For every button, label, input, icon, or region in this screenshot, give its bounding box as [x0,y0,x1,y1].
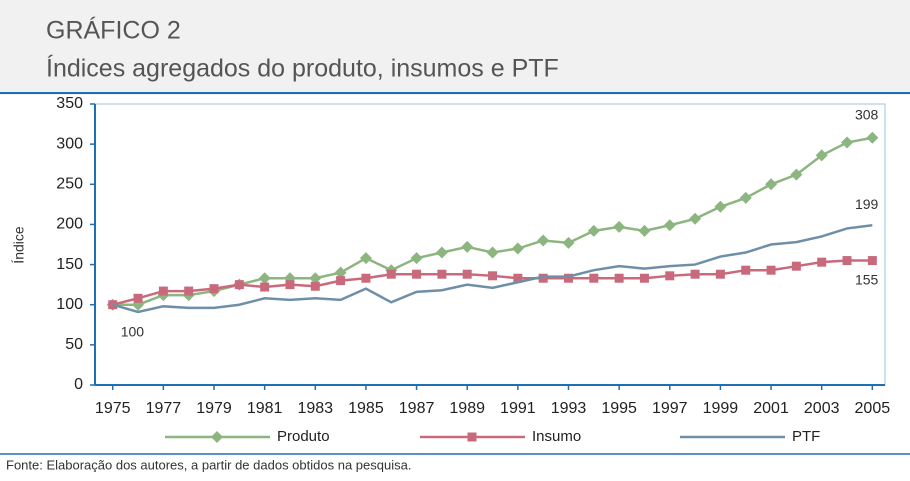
point-marker [538,273,548,283]
point-marker [386,269,396,279]
x-tick-label: 1999 [703,400,739,417]
point-marker [714,200,727,213]
point-marker [435,246,448,259]
point-marker [765,178,778,191]
x-tick-label: 1995 [601,400,637,417]
series-line [112,223,873,314]
point-marker [790,168,803,181]
point-marker [258,272,271,285]
y-tick-label: 150 [56,256,83,273]
y-tick-label: 200 [56,216,83,233]
point-marker [437,269,447,279]
y-tick-label: 0 [74,376,83,393]
x-tick-label: 1993 [551,400,587,417]
point-marker [184,286,194,296]
point-marker [587,224,600,237]
series-line [112,259,873,306]
point-marker [689,212,702,225]
x-tick-label: 2005 [855,400,891,417]
legend-label: Produto [277,428,330,445]
data-label: 100 [121,323,145,339]
point-marker [841,136,854,149]
x-tick-label: 1975 [95,400,131,417]
x-tick-label: 1985 [348,400,384,417]
y-tick-label: 300 [56,135,83,152]
y-axis-label: Índice [11,226,27,264]
point-marker [739,191,752,204]
point-marker [133,293,143,303]
y-tick-label: 100 [56,296,83,313]
point-marker [589,273,599,283]
point-marker [310,281,320,291]
plot-area [94,103,886,386]
legend-label: PTF [792,428,820,445]
y-tick-label: 250 [56,176,83,193]
point-marker [665,271,675,281]
point-marker [638,224,651,237]
point-marker [511,242,524,255]
y-tick-label: 350 [56,95,83,112]
x-tick-label: 1987 [399,400,435,417]
point-marker [209,284,219,294]
point-marker [461,240,474,253]
point-marker [741,265,751,275]
point-marker [562,236,575,249]
point-marker [234,280,244,290]
point-marker [537,234,550,247]
point-marker [486,246,499,259]
point-marker [791,261,801,271]
x-tick-label: 1979 [196,400,232,417]
x-tick-label: 1997 [652,400,688,417]
point-marker [211,431,223,443]
point-marker [663,219,676,232]
x-tick-label: 1983 [297,400,333,417]
point-marker [410,252,423,265]
point-marker [766,265,776,275]
point-marker [817,257,827,267]
data-label: 308 [855,106,879,122]
point-marker [359,252,372,265]
point-marker [309,272,322,285]
point-marker [158,286,168,296]
point-marker [613,220,626,233]
x-tick-label: 1981 [247,400,283,417]
x-tick-label: 2001 [753,400,789,417]
point-marker [334,266,347,279]
point-marker [715,269,725,279]
point-marker [513,273,523,283]
chart-title: GRÁFICO 2 [46,16,181,45]
point-marker [260,282,270,292]
point-marker [488,271,498,281]
point-marker [361,273,371,283]
x-tick-label: 1991 [500,400,536,417]
source: Fonte: Elaboração dos autores, a partir … [6,457,411,472]
chart-subtitle: Índices agregados do produto, insumos e … [46,54,559,83]
point-marker [690,269,700,279]
data-label: 155 [855,271,879,287]
point-marker [285,280,295,290]
point-marker [815,149,828,162]
point-marker [563,273,573,283]
point-marker [867,256,877,266]
x-tick-label: 1989 [449,400,485,417]
point-marker [336,276,346,286]
y-tick-label: 50 [65,336,83,353]
point-marker [639,273,649,283]
point-marker [842,256,852,266]
point-marker [866,131,879,144]
data-label: 199 [855,196,879,212]
point-marker [412,269,422,279]
x-tick-label: 1977 [146,400,182,417]
point-marker [467,432,477,442]
legend-label: Insumo [532,428,581,445]
header-bg [0,0,910,95]
point-marker [614,273,624,283]
x-tick-label: 2003 [804,400,840,417]
point-marker [462,269,472,279]
